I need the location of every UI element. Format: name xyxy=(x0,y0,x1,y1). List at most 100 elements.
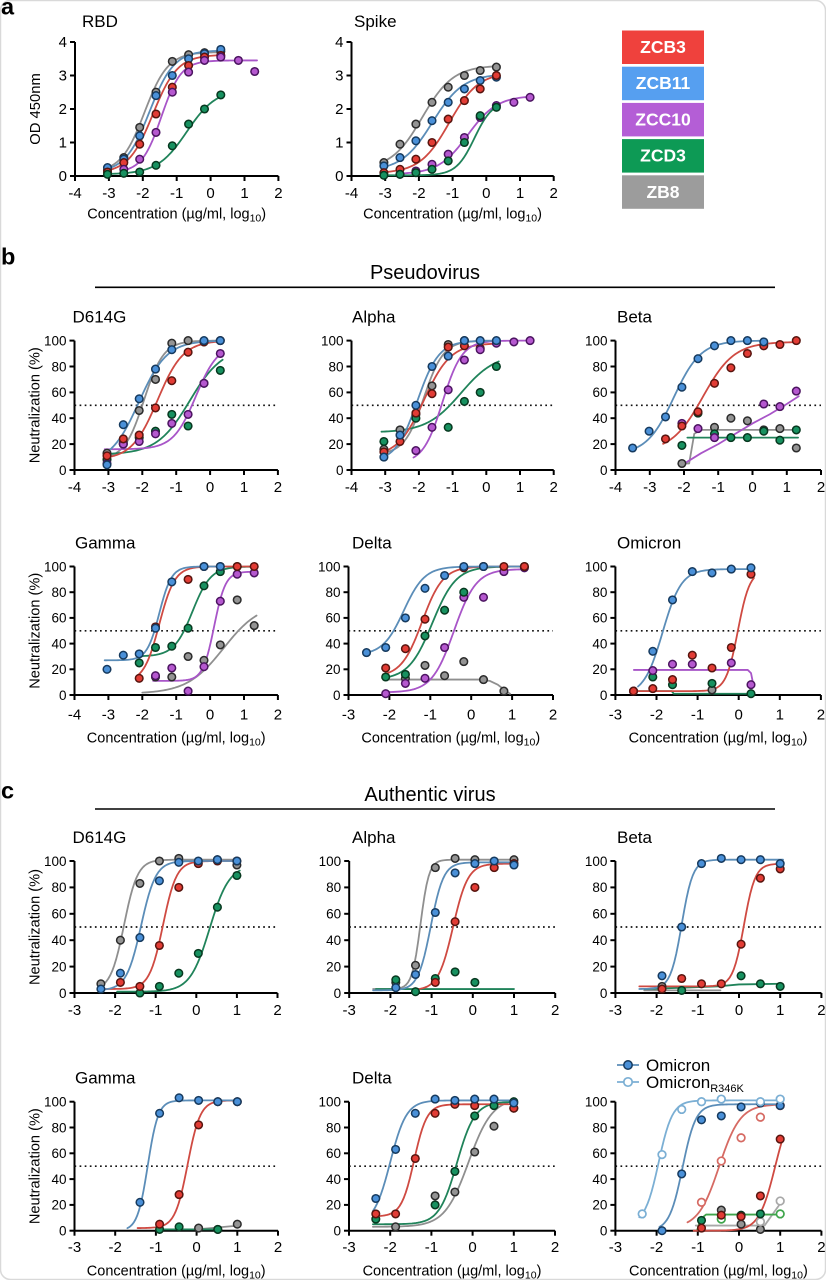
svg-text:-1: -1 xyxy=(446,185,459,202)
svg-text:1: 1 xyxy=(59,134,67,151)
svg-text:-3: -3 xyxy=(609,1239,622,1256)
svg-text:Omicron: Omicron xyxy=(646,1056,710,1075)
svg-text:2: 2 xyxy=(273,1002,281,1019)
svg-text:20: 20 xyxy=(328,437,343,452)
svg-text:2: 2 xyxy=(817,707,825,724)
svg-text:40: 40 xyxy=(592,933,607,948)
svg-text:0: 0 xyxy=(735,707,743,724)
svg-text:0: 0 xyxy=(748,479,756,496)
svg-text:1: 1 xyxy=(335,134,343,151)
svg-text:-3: -3 xyxy=(609,1002,622,1019)
svg-text:60: 60 xyxy=(592,1146,607,1161)
svg-text:-2: -2 xyxy=(384,1002,397,1019)
svg-text:-3: -3 xyxy=(342,1239,355,1256)
svg-text:-1: -1 xyxy=(691,707,704,724)
svg-text:Concentration (µg/ml, log10): Concentration (µg/ml, log10) xyxy=(87,731,266,749)
svg-text:Concentration (µg/ml, log10): Concentration (µg/ml, log10) xyxy=(87,207,266,225)
svg-text:20: 20 xyxy=(51,662,66,677)
svg-text:1: 1 xyxy=(776,1239,784,1256)
svg-text:80: 80 xyxy=(326,1120,341,1135)
svg-text:60: 60 xyxy=(51,1146,66,1161)
svg-text:-1: -1 xyxy=(149,1002,162,1019)
svg-text:20: 20 xyxy=(326,959,341,974)
svg-text:2: 2 xyxy=(335,101,343,118)
svg-text:-4: -4 xyxy=(68,479,81,496)
svg-text:-2: -2 xyxy=(384,1239,397,1256)
svg-text:0: 0 xyxy=(468,1239,476,1256)
svg-text:0: 0 xyxy=(467,707,475,724)
svg-text:Concentration (µg/ml, log10): Concentration (µg/ml, log10) xyxy=(363,207,542,225)
svg-text:-4: -4 xyxy=(345,479,358,496)
svg-text:0: 0 xyxy=(192,1002,200,1019)
svg-text:60: 60 xyxy=(592,907,607,922)
svg-text:100: 100 xyxy=(318,559,341,574)
svg-text:2: 2 xyxy=(549,707,557,724)
svg-text:Neutralization (%): Neutralization (%) xyxy=(28,869,44,985)
svg-text:40: 40 xyxy=(326,933,341,948)
svg-text:100: 100 xyxy=(585,1095,608,1110)
svg-text:0: 0 xyxy=(333,1224,341,1239)
svg-text:-1: -1 xyxy=(691,1239,704,1256)
svg-text:Beta: Beta xyxy=(617,308,653,327)
svg-text:60: 60 xyxy=(51,385,66,400)
svg-text:4: 4 xyxy=(335,34,343,51)
svg-text:1: 1 xyxy=(233,1002,241,1019)
svg-text:20: 20 xyxy=(325,662,340,677)
svg-text:-2: -2 xyxy=(136,707,149,724)
svg-text:Gamma: Gamma xyxy=(75,534,136,553)
svg-text:80: 80 xyxy=(51,359,66,374)
svg-text:2: 2 xyxy=(274,479,282,496)
svg-text:0: 0 xyxy=(600,986,608,1001)
svg-text:-2: -2 xyxy=(650,707,663,724)
svg-text:100: 100 xyxy=(585,854,608,869)
svg-text:60: 60 xyxy=(326,1146,341,1161)
svg-text:0: 0 xyxy=(482,185,490,202)
svg-text:0: 0 xyxy=(735,1002,743,1019)
svg-text:40: 40 xyxy=(51,411,66,426)
svg-text:Pseudovirus: Pseudovirus xyxy=(370,262,480,284)
svg-text:a: a xyxy=(1,0,15,20)
svg-text:-3: -3 xyxy=(379,185,392,202)
svg-text:40: 40 xyxy=(328,411,343,426)
svg-text:80: 80 xyxy=(51,880,66,895)
svg-text:3: 3 xyxy=(59,67,67,84)
svg-text:80: 80 xyxy=(592,585,607,600)
svg-text:80: 80 xyxy=(326,880,341,895)
svg-text:0: 0 xyxy=(206,707,214,724)
svg-text:ZCB11: ZCB11 xyxy=(636,73,691,93)
svg-text:-2: -2 xyxy=(412,479,425,496)
svg-text:1: 1 xyxy=(508,707,516,724)
svg-text:60: 60 xyxy=(592,385,607,400)
svg-text:2: 2 xyxy=(59,101,67,118)
svg-text:-2: -2 xyxy=(650,1239,663,1256)
svg-text:1: 1 xyxy=(233,1239,241,1256)
svg-text:Beta: Beta xyxy=(617,828,653,847)
svg-text:-2: -2 xyxy=(650,1002,663,1019)
svg-text:-3: -3 xyxy=(342,707,355,724)
svg-text:Authentic virus: Authentic virus xyxy=(364,784,495,806)
svg-text:100: 100 xyxy=(319,854,342,869)
svg-text:0: 0 xyxy=(336,463,344,478)
svg-text:1: 1 xyxy=(783,479,791,496)
svg-text:ZB8: ZB8 xyxy=(646,182,679,202)
svg-text:1: 1 xyxy=(240,479,248,496)
svg-text:-3: -3 xyxy=(643,479,656,496)
svg-text:Gamma: Gamma xyxy=(75,1069,136,1088)
svg-text:Concentration (µg/ml, log10): Concentration (µg/ml, log10) xyxy=(363,1264,542,1280)
svg-text:-2: -2 xyxy=(677,479,690,496)
svg-text:Alpha: Alpha xyxy=(352,828,396,847)
svg-text:0: 0 xyxy=(59,986,67,1001)
svg-text:20: 20 xyxy=(592,662,607,677)
svg-text:-4: -4 xyxy=(68,185,81,202)
svg-text:0: 0 xyxy=(335,168,343,185)
svg-text:20: 20 xyxy=(592,437,607,452)
svg-text:40: 40 xyxy=(51,933,66,948)
svg-text:100: 100 xyxy=(44,1095,67,1110)
svg-text:-3: -3 xyxy=(68,1239,81,1256)
svg-text:40: 40 xyxy=(592,1172,607,1187)
svg-text:-1: -1 xyxy=(170,185,183,202)
svg-text:4: 4 xyxy=(59,34,67,51)
svg-text:100: 100 xyxy=(585,333,608,348)
svg-text:-1: -1 xyxy=(149,1239,162,1256)
svg-text:Neutralization (%): Neutralization (%) xyxy=(28,573,44,689)
